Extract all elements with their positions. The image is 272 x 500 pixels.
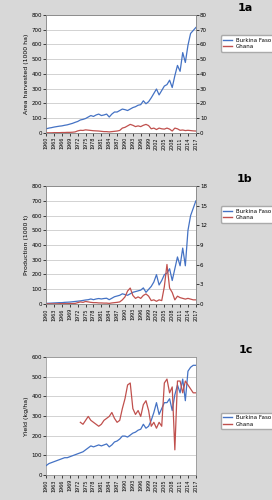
Y-axis label: Area harvested (1000 ha): Area harvested (1000 ha) bbox=[24, 34, 29, 114]
Text: 1c: 1c bbox=[238, 344, 253, 354]
Legend: Burkina Faso, Ghana: Burkina Faso, Ghana bbox=[221, 36, 272, 52]
Legend: Burkina Faso, Ghana: Burkina Faso, Ghana bbox=[221, 206, 272, 222]
Legend: Burkina Faso, Ghana: Burkina Faso, Ghana bbox=[221, 413, 272, 429]
Y-axis label: Yield (kg/ha): Yield (kg/ha) bbox=[24, 396, 29, 436]
Text: 1a: 1a bbox=[237, 2, 253, 12]
Text: 1b: 1b bbox=[237, 174, 253, 184]
Y-axis label: Production (1000 t): Production (1000 t) bbox=[24, 215, 29, 275]
